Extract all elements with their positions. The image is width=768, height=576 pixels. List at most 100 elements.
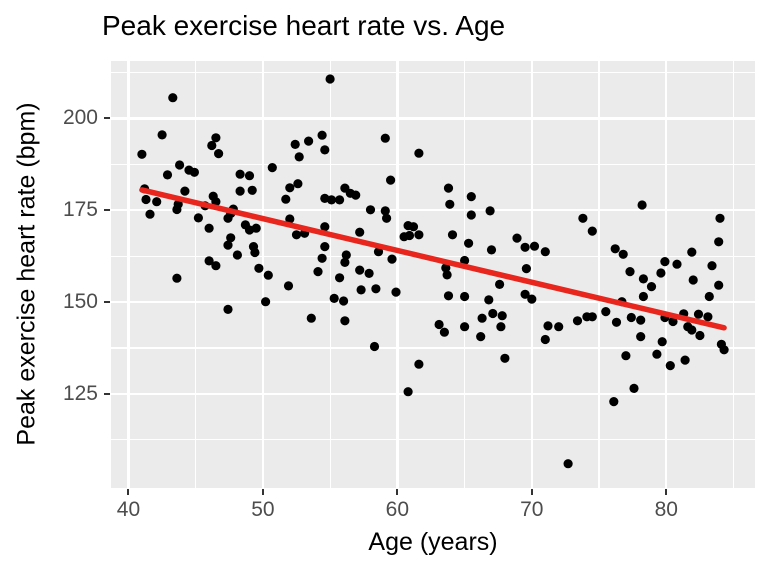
x-tick-label: 60 (385, 498, 410, 521)
data-point (141, 194, 151, 205)
data-point (441, 263, 451, 273)
data-point (445, 199, 455, 209)
data-point (335, 273, 345, 283)
data-point (543, 321, 553, 331)
data-point (172, 273, 182, 283)
y-minor-gridline (111, 439, 755, 441)
data-point (693, 309, 704, 319)
data-point (355, 265, 365, 275)
data-point (232, 250, 242, 260)
data-point (637, 200, 647, 210)
data-point (404, 230, 415, 241)
data-point (529, 241, 540, 251)
data-point (403, 387, 413, 397)
data-point (688, 275, 698, 285)
y-minor-gridline (111, 347, 755, 349)
data-point (387, 254, 397, 264)
data-point (625, 267, 635, 277)
data-point (572, 316, 583, 326)
y-tick-label: 125 (62, 381, 98, 405)
data-point (703, 312, 713, 322)
y-major-gridline (111, 392, 755, 396)
x-minor-gridline (732, 61, 735, 488)
data-point (223, 240, 233, 250)
data-point (610, 244, 620, 254)
x-tick-label: 70 (520, 498, 544, 521)
data-point (251, 223, 261, 233)
data-point (636, 315, 646, 325)
data-point (180, 186, 190, 196)
data-point (320, 222, 330, 232)
data-point (442, 270, 452, 280)
data-point (254, 263, 264, 273)
data-point (226, 233, 236, 243)
plot-panel (111, 61, 755, 488)
data-point (235, 169, 245, 179)
data-point (320, 145, 330, 155)
data-point (672, 259, 682, 269)
data-point (447, 230, 458, 240)
data-point (291, 230, 302, 240)
data-point (646, 282, 657, 292)
data-point (521, 264, 531, 274)
data-point (313, 267, 323, 277)
data-point (439, 327, 449, 337)
x-tick-label: 40 (116, 498, 141, 521)
data-point (687, 325, 697, 335)
data-point (495, 279, 505, 289)
data-point (715, 213, 725, 223)
data-point (263, 270, 273, 280)
data-point (137, 149, 147, 159)
data-point (714, 280, 724, 290)
chart-title: Peak exercise heart rate vs. Age (102, 10, 506, 41)
data-point (294, 152, 304, 162)
y-major-gridline (111, 117, 755, 120)
x-major-gridline (530, 61, 533, 488)
data-point (466, 210, 476, 220)
data-point (145, 209, 155, 219)
data-point (320, 242, 330, 252)
data-point (382, 213, 392, 223)
data-point (665, 361, 675, 371)
y-tick-label: 200 (62, 106, 98, 130)
data-point (207, 140, 217, 151)
data-point (578, 213, 588, 223)
x-tick-mark (396, 489, 399, 495)
data-point (443, 291, 454, 301)
data-point (611, 317, 622, 327)
data-point (162, 170, 173, 180)
y-tick-mark (104, 209, 110, 212)
data-point (189, 167, 199, 177)
x-tick-mark (261, 489, 264, 495)
data-point (460, 255, 470, 266)
data-point (175, 160, 185, 170)
x-major-gridline (261, 61, 265, 488)
data-point (497, 311, 507, 321)
x-tick-mark (127, 489, 130, 495)
data-point (527, 294, 537, 304)
data-point (414, 359, 424, 369)
data-point (540, 247, 550, 257)
data-point (636, 332, 646, 342)
y-major-gridline (111, 300, 755, 304)
data-point (285, 183, 295, 193)
data-point (306, 313, 316, 323)
trend-line (139, 187, 727, 331)
data-point (261, 297, 271, 307)
data-point (621, 351, 631, 361)
data-point (152, 197, 162, 207)
data-point (707, 261, 717, 271)
data-point (168, 93, 178, 103)
x-major-gridline (127, 61, 130, 488)
data-point (704, 291, 714, 302)
data-point (204, 256, 214, 266)
x-tick-label: 50 (251, 498, 275, 521)
data-point (434, 319, 444, 330)
data-point (204, 223, 214, 233)
y-tick-label: 150 (62, 290, 98, 314)
data-point (500, 353, 510, 363)
data-point (488, 308, 498, 319)
y-minor-gridline (111, 163, 755, 165)
y-tick-mark (104, 392, 110, 395)
data-point (223, 304, 233, 314)
